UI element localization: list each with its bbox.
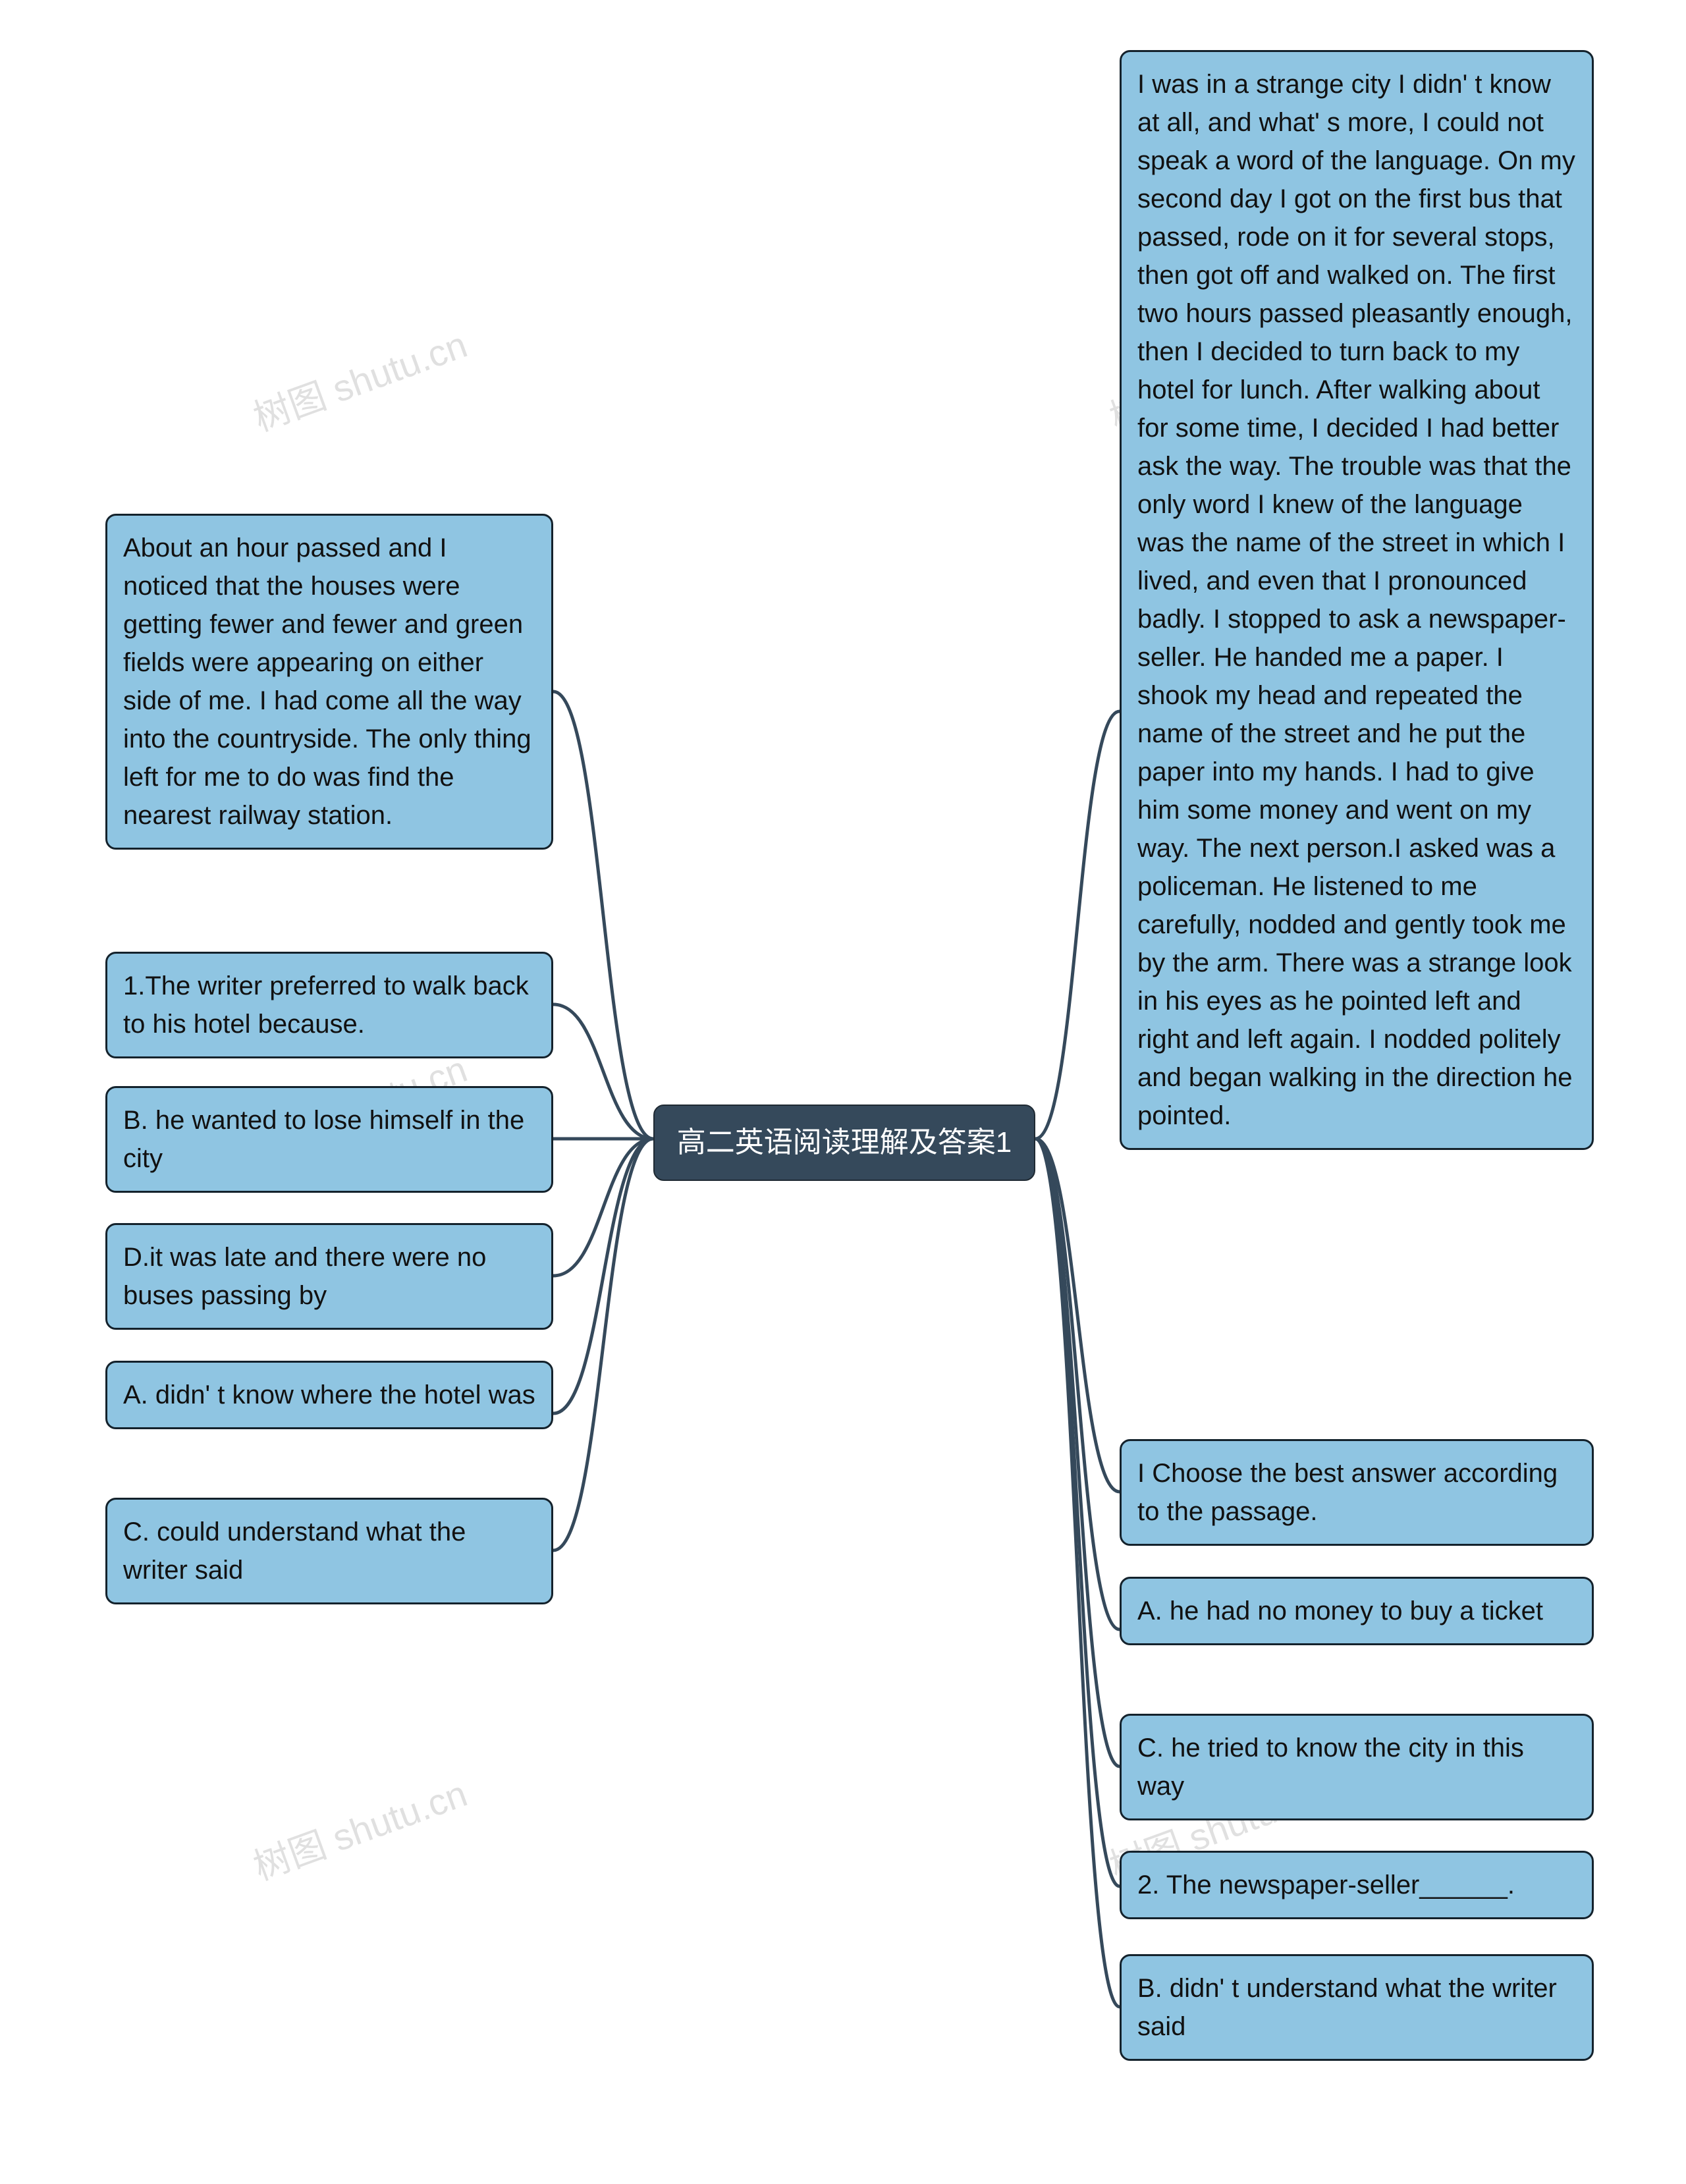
leaf-q1-opt-b[interactable]: B. he wanted to lose himself in the city — [105, 1086, 553, 1193]
leaf-q1-opt-a2[interactable]: A. he had no money to buy a ticket — [1120, 1577, 1594, 1645]
watermark: 树图 shutu.cn — [245, 1764, 474, 1891]
watermark: 树图 shutu.cn — [245, 315, 474, 442]
leaf-q2-opt-c[interactable]: C. could understand what the writer said — [105, 1498, 553, 1604]
leaf-q2-opt-a[interactable]: A. didn' t know where the hotel was — [105, 1361, 553, 1429]
leaf-q2[interactable]: 2. The newspaper-seller______. — [1120, 1851, 1594, 1919]
leaf-left-passage2[interactable]: About an hour passed and I noticed that … — [105, 514, 553, 850]
center-node[interactable]: 高二英语阅读理解及答案1 — [653, 1105, 1035, 1181]
leaf-q1-opt-c2[interactable]: C. he tried to know the city in this way — [1120, 1714, 1594, 1820]
mindmap-page: 树图 shutu.cn 树图 shutu.cn 树图 shutu.cn 树图 s… — [0, 0, 1686, 2184]
leaf-q2-opt-b[interactable]: B. didn' t understand what the writer sa… — [1120, 1954, 1594, 2061]
leaf-q1[interactable]: 1.The writer preferred to walk back to h… — [105, 952, 553, 1058]
leaf-q1-opt-d[interactable]: D.it was late and there were no buses pa… — [105, 1223, 553, 1330]
leaf-instruction[interactable]: I Choose the best answer according to th… — [1120, 1439, 1594, 1546]
leaf-right-passage1[interactable]: I was in a strange city I didn' t know a… — [1120, 50, 1594, 1150]
